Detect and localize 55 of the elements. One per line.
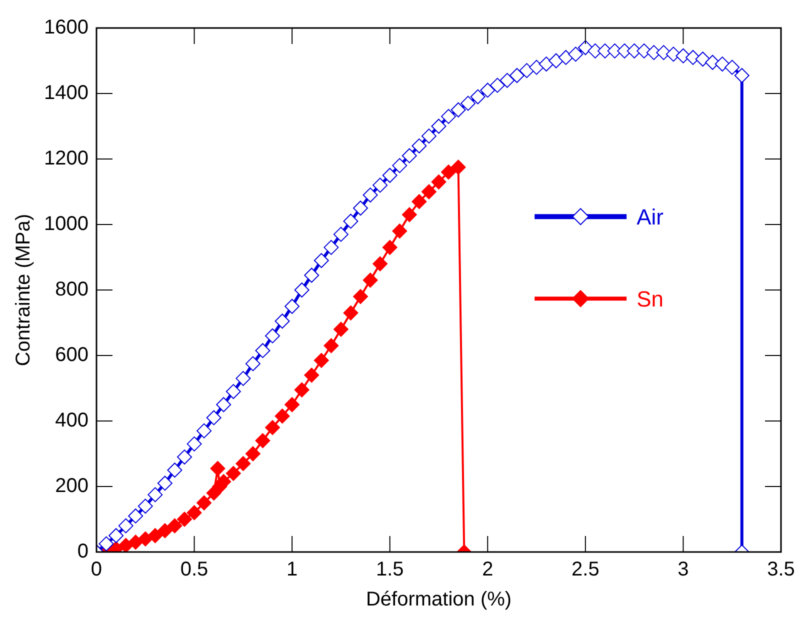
point: [284, 397, 300, 412]
point: [392, 224, 408, 239]
y-tick-label: 1000: [44, 213, 88, 236]
point: [186, 505, 202, 520]
point: [255, 433, 270, 448]
point: [274, 408, 290, 424]
x-tick-label: 0: [90, 558, 102, 581]
point: [324, 338, 339, 354]
y-tick-label: 600: [55, 344, 88, 366]
legend-label: Sn: [636, 286, 664, 312]
y-tick-label: 1200: [44, 148, 88, 170]
point: [118, 538, 134, 552]
point: [441, 164, 456, 180]
point: [148, 528, 163, 544]
y-tick-label: 1400: [44, 82, 88, 104]
point: [265, 420, 280, 436]
point: [167, 518, 182, 534]
x-tick-label: 3: [678, 558, 689, 581]
point: [362, 272, 378, 288]
point: [431, 174, 446, 190]
y-tick-label: 400: [55, 410, 88, 432]
point: [333, 322, 348, 337]
legend-label: Air: [636, 204, 664, 230]
y-tick-label: 1600: [44, 16, 88, 39]
point: [196, 495, 212, 510]
point: [236, 456, 251, 472]
point: [353, 289, 368, 304]
y-tick-label: 0: [77, 540, 88, 563]
point: [128, 534, 144, 550]
x-tick-label: 1.5: [376, 558, 404, 581]
point: [450, 160, 466, 175]
x-axis-title: Déformation (%): [366, 588, 512, 611]
point: [412, 194, 427, 210]
point: [314, 352, 329, 368]
point: [138, 531, 153, 546]
point: [343, 305, 358, 320]
x-tick-label: 0.5: [180, 558, 208, 581]
point: [226, 466, 241, 481]
point: [245, 446, 260, 462]
y-tick-label: 200: [55, 475, 88, 498]
x-tick-label: 3.5: [767, 558, 795, 581]
point: [304, 368, 320, 383]
y-axis-title: Contrainte (MPa): [12, 214, 35, 366]
point: [177, 512, 192, 527]
point: [157, 523, 172, 538]
point: [294, 382, 310, 398]
point: [210, 460, 226, 476]
x-tick-label: 2: [482, 558, 494, 581]
point: [402, 207, 417, 222]
point: [372, 256, 388, 272]
x-tick-label: 1: [286, 558, 298, 581]
point: [421, 184, 436, 200]
y-tick-label: 800: [55, 278, 88, 301]
point: [382, 240, 398, 255]
x-tick-label: 2.5: [572, 558, 600, 581]
